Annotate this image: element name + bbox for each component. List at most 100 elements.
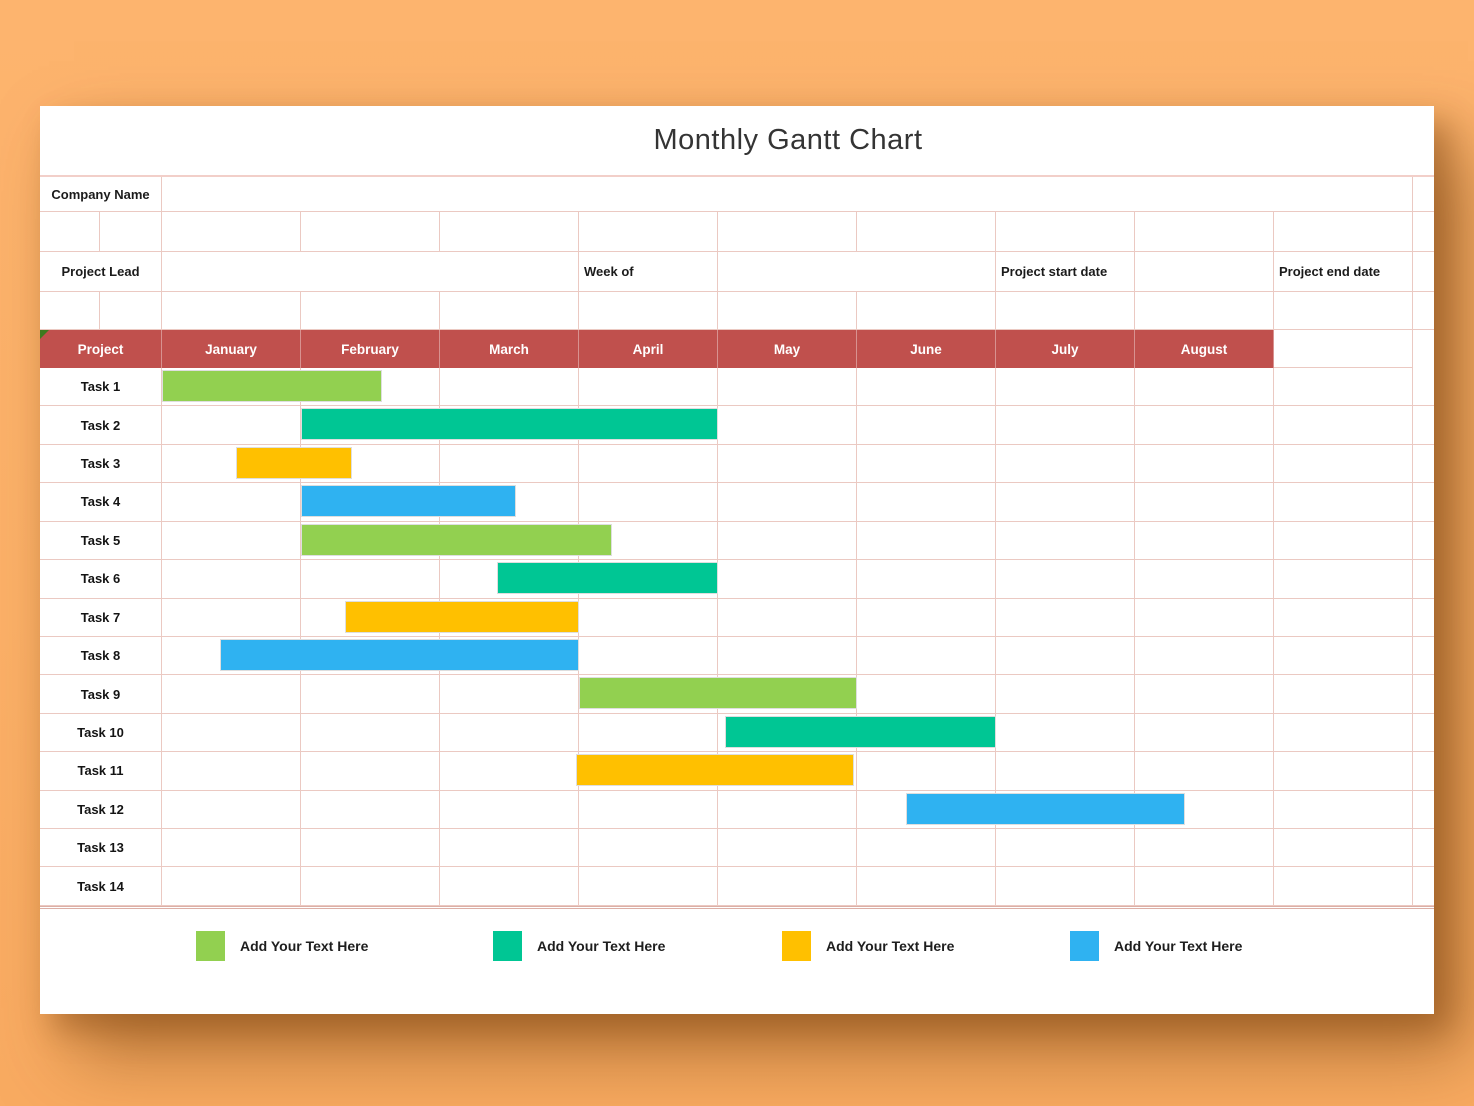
task-track[interactable] bbox=[162, 636, 1413, 675]
task-label: Task 6 bbox=[40, 560, 162, 598]
task-label: Task 12 bbox=[40, 790, 162, 829]
grid-cell[interactable] bbox=[40, 212, 100, 251]
task-track[interactable] bbox=[162, 368, 1413, 406]
task-track[interactable] bbox=[162, 406, 1413, 444]
gantt-template-card: Monthly Gantt Chart Company Name Project… bbox=[40, 106, 1434, 1014]
grid-cell[interactable] bbox=[301, 292, 440, 329]
gantt-bar bbox=[579, 677, 857, 710]
grid-cell[interactable] bbox=[857, 212, 996, 251]
task-label: Task 11 bbox=[40, 752, 162, 790]
project-start-date-value-cell[interactable] bbox=[1135, 252, 1274, 291]
project-start-date-label: Project start date bbox=[996, 252, 1135, 291]
project-lead-row: Project Lead Week of Project start date … bbox=[40, 252, 1434, 292]
month-header-june: June bbox=[857, 330, 996, 368]
grid-cell[interactable] bbox=[440, 212, 579, 251]
task-track[interactable] bbox=[162, 752, 1413, 790]
grid-cell[interactable] bbox=[162, 212, 301, 251]
project-lead-value-cell[interactable] bbox=[162, 252, 579, 291]
header-empty-cell bbox=[1274, 330, 1413, 368]
task-label: Task 2 bbox=[40, 406, 162, 444]
month-header-august: August bbox=[1135, 330, 1274, 368]
task-label: Task 9 bbox=[40, 675, 162, 713]
gantt-bar bbox=[724, 715, 996, 748]
month-header-march: March bbox=[440, 330, 579, 368]
task-row: Task 5 bbox=[40, 521, 1434, 561]
legend-label: Add Your Text Here bbox=[240, 937, 369, 954]
task-label: Task 10 bbox=[40, 713, 162, 752]
task-track[interactable] bbox=[162, 598, 1413, 636]
task-track[interactable] bbox=[162, 483, 1413, 521]
grid-cell[interactable] bbox=[100, 212, 162, 251]
page-title: Monthly Gantt Chart bbox=[653, 124, 923, 156]
task-track[interactable] bbox=[162, 444, 1413, 483]
task-track[interactable] bbox=[162, 521, 1413, 560]
legend-item: Add Your Text Here bbox=[1070, 930, 1242, 961]
gantt-bar bbox=[235, 446, 353, 479]
grid-cell[interactable] bbox=[1274, 292, 1413, 329]
grid-cell[interactable] bbox=[996, 212, 1135, 251]
legend-swatch-teal bbox=[493, 930, 522, 961]
task-label: Task 14 bbox=[40, 867, 162, 905]
month-header-row: Project January February March April May… bbox=[40, 330, 1434, 368]
task-row: Task 12 bbox=[40, 790, 1434, 830]
project-lead-label: Project Lead bbox=[40, 252, 162, 291]
task-label: Task 3 bbox=[40, 444, 162, 483]
legend-label: Add Your Text Here bbox=[537, 937, 666, 954]
grid-cell[interactable] bbox=[40, 292, 100, 329]
month-header-february: February bbox=[301, 330, 440, 368]
task-label: Task 13 bbox=[40, 829, 162, 867]
grid-cell[interactable] bbox=[1135, 292, 1274, 329]
task-row: Task 2 bbox=[40, 406, 1434, 445]
grid-cell[interactable] bbox=[162, 292, 301, 329]
grid-cell[interactable] bbox=[1274, 212, 1413, 251]
task-row: Task 6 bbox=[40, 560, 1434, 599]
legend-swatch-blue bbox=[1070, 930, 1099, 961]
spacer-row-2 bbox=[40, 292, 1434, 330]
company-name-value-cell[interactable] bbox=[162, 177, 1413, 211]
grid-cell[interactable] bbox=[579, 292, 718, 329]
task-track[interactable] bbox=[162, 560, 1413, 598]
legend: Add Your Text Here Add Your Text Here Ad… bbox=[40, 909, 1434, 1016]
task-label: Task 5 bbox=[40, 521, 162, 560]
task-row: Task 14 bbox=[40, 867, 1434, 906]
grid-cell[interactable] bbox=[718, 212, 857, 251]
grid-cell[interactable] bbox=[100, 292, 162, 329]
week-of-label: Week of bbox=[579, 252, 718, 291]
gantt-bar bbox=[496, 562, 718, 595]
legend-label: Add Your Text Here bbox=[826, 937, 955, 954]
spacer-row-1 bbox=[40, 212, 1434, 252]
task-label: Task 4 bbox=[40, 483, 162, 521]
grid-cell[interactable] bbox=[1135, 212, 1274, 251]
week-of-value-cell[interactable] bbox=[718, 252, 996, 291]
task-row: Task 13 bbox=[40, 829, 1434, 868]
task-grid: Task 1 Task 2 Task 3 Task 4 Task 5 Task … bbox=[40, 368, 1434, 909]
grid-cell[interactable] bbox=[857, 292, 996, 329]
green-corner-flag-icon bbox=[40, 330, 49, 339]
task-track[interactable] bbox=[162, 713, 1413, 752]
task-row: Task 10 bbox=[40, 713, 1434, 753]
task-row: Task 1 bbox=[40, 368, 1434, 407]
grid-cell[interactable] bbox=[579, 212, 718, 251]
task-row: Task 4 bbox=[40, 483, 1434, 522]
legend-swatch-yellow bbox=[782, 930, 811, 961]
task-track[interactable] bbox=[162, 829, 1413, 867]
month-header-january: January bbox=[162, 330, 301, 368]
task-label: Task 1 bbox=[40, 368, 162, 406]
task-track[interactable] bbox=[162, 675, 1413, 713]
grid-cell[interactable] bbox=[301, 212, 440, 251]
grid-cell[interactable] bbox=[996, 292, 1135, 329]
legend-item: Add Your Text Here bbox=[782, 930, 955, 961]
task-row: Task 9 bbox=[40, 675, 1434, 714]
gantt-bar bbox=[576, 754, 855, 787]
title-band: Monthly Gantt Chart bbox=[40, 106, 1434, 177]
grid-cell[interactable] bbox=[440, 292, 579, 329]
month-header-april: April bbox=[579, 330, 718, 368]
gantt-bar bbox=[162, 370, 382, 402]
company-row: Company Name bbox=[40, 177, 1434, 212]
gantt-bar bbox=[301, 523, 613, 556]
gantt-bar bbox=[301, 485, 517, 518]
task-track[interactable] bbox=[162, 790, 1413, 829]
grid-cell[interactable] bbox=[718, 292, 857, 329]
month-header-may: May bbox=[718, 330, 857, 368]
task-track[interactable] bbox=[162, 867, 1413, 905]
